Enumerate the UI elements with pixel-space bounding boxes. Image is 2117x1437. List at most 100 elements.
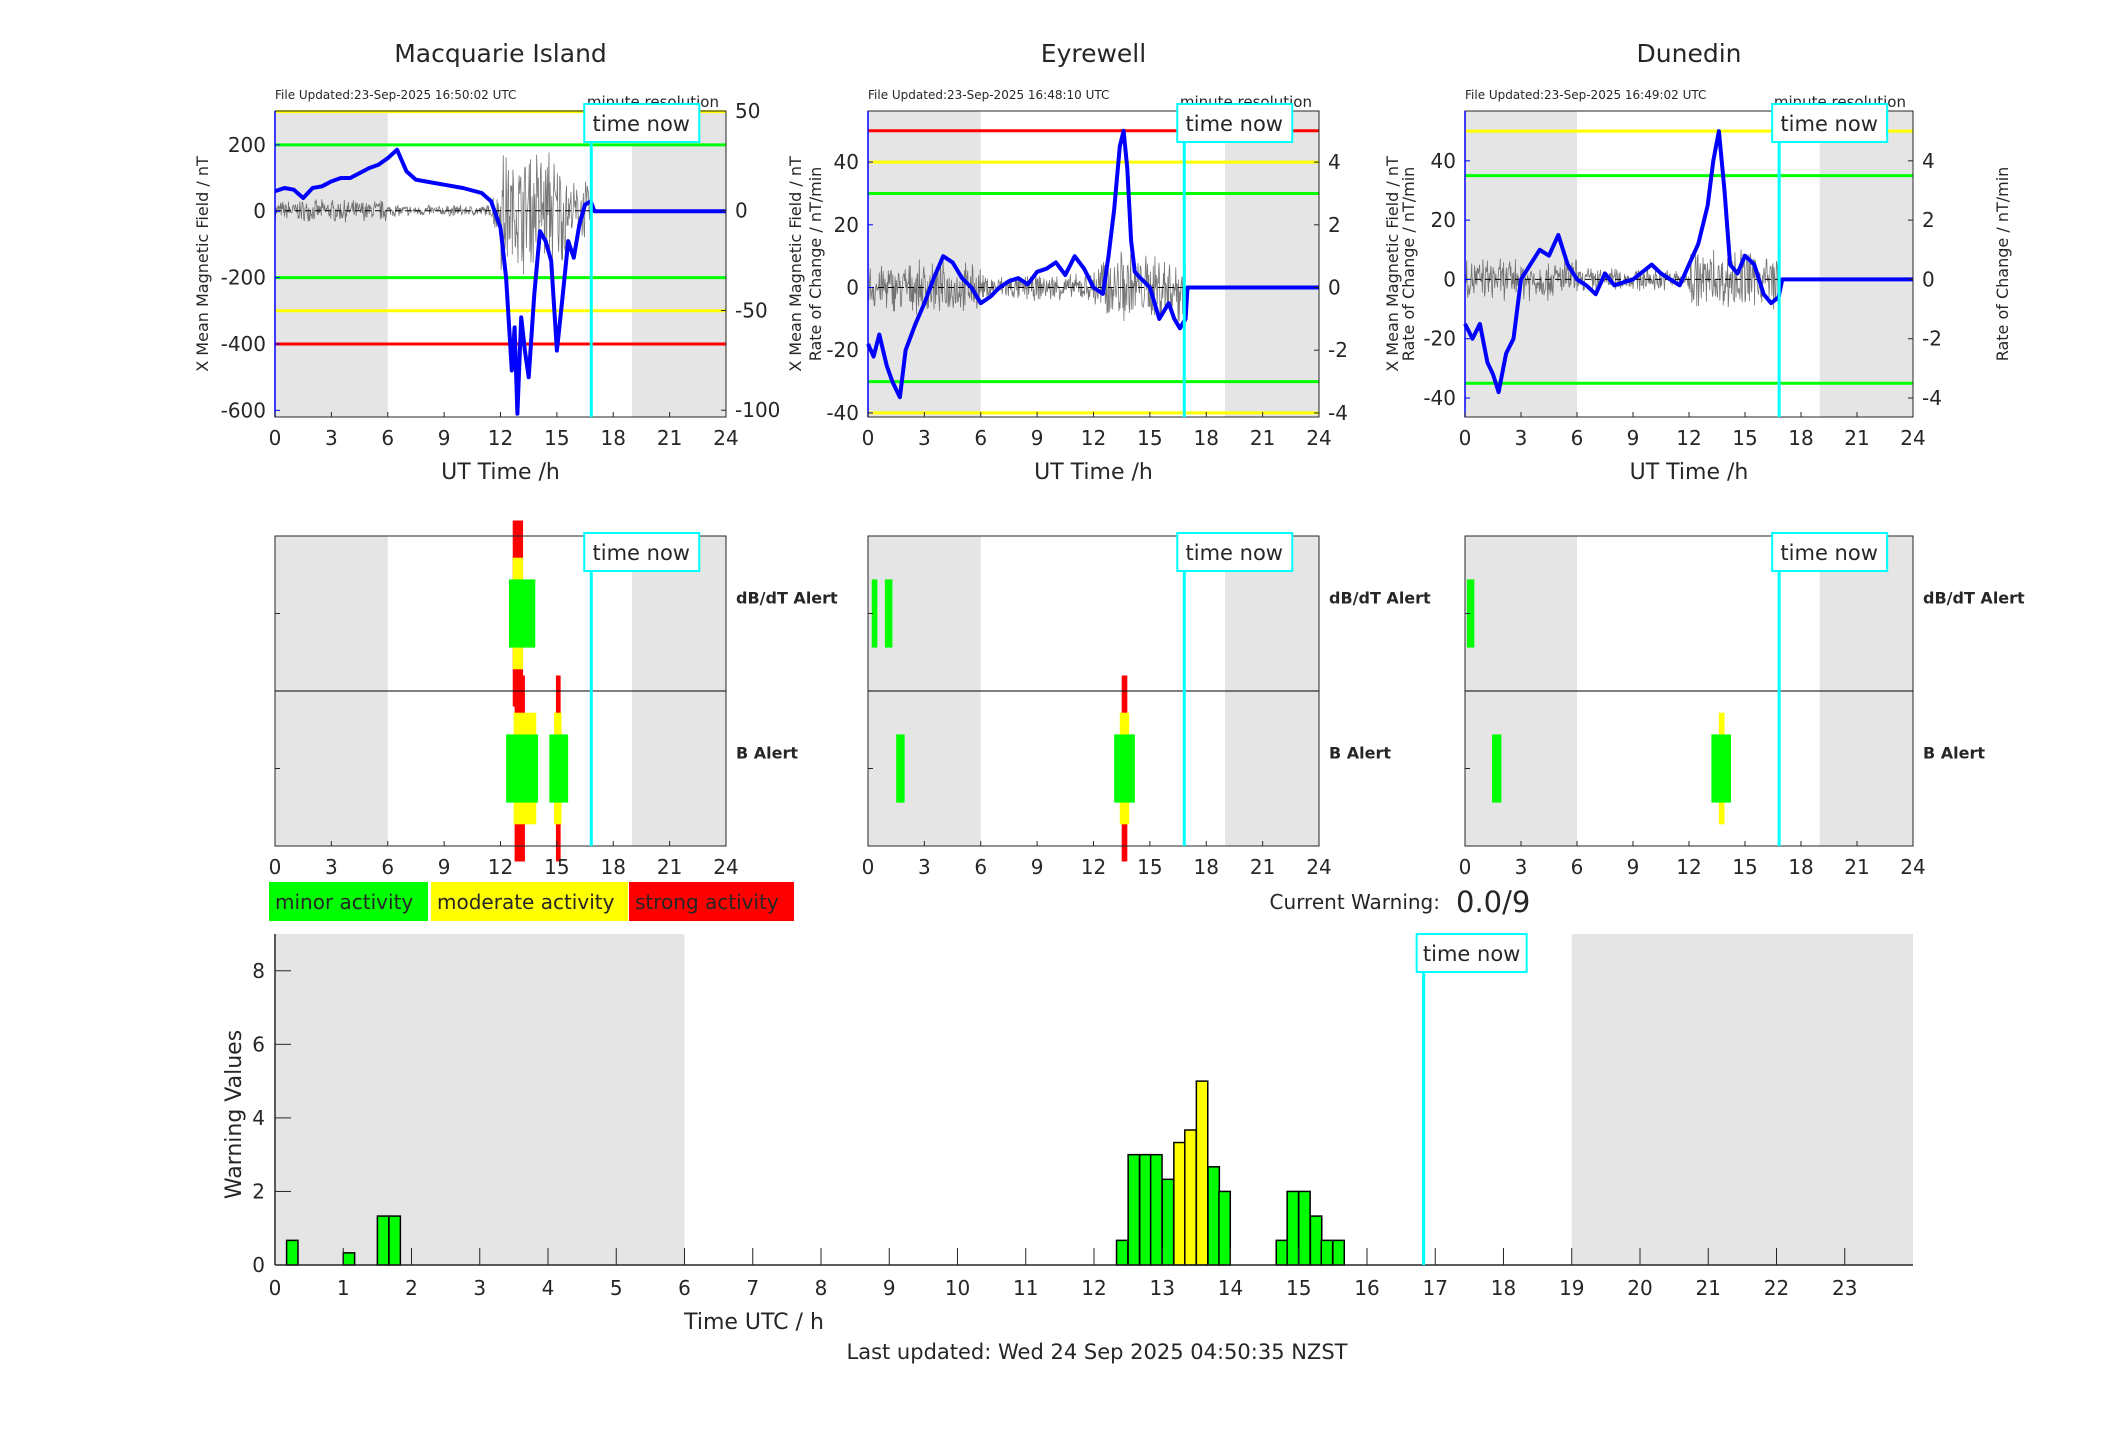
warning-bar [1320,1239,1334,1266]
warning-bar [1298,1190,1311,1266]
b-alert-minor-block [896,734,905,803]
x-tick-label: 9 [1031,855,1044,879]
time-now-box [1771,103,1889,143]
x-tick-label: 18 [1491,1276,1516,1300]
x-tick-label: 4 [542,1276,555,1300]
time-now-label: time now [1186,541,1283,565]
time-now-label: time now [1780,112,1877,136]
x-tick-label: 11 [1013,1276,1038,1300]
x-tick-label: 0 [1459,855,1472,879]
x-tick-label: 12 [1676,426,1701,450]
time-now-box [1176,532,1294,572]
y-tick-label: 20 [1431,208,1456,232]
current-warning-label: Current Warning: [1270,890,1440,914]
x-tick-label: 24 [713,426,738,450]
y2-tick-label: 0 [735,199,748,223]
legend-swatch-moderate-activity [431,882,628,921]
y2-tick-label: -4 [1922,386,1942,410]
x-tick-label: 12 [488,855,513,879]
dbdt-alert-minor-block [871,579,878,648]
dbdt-alert-label: dB/dT Alert [1923,589,2025,608]
x-tick-label: 21 [657,426,682,450]
time-now-label: time now [1423,942,1520,966]
last-updated-text: Last updated: Wed 24 Sep 2025 04:50:35 N… [847,1340,1348,1364]
dbdt-alert-minor-block [1466,579,1475,648]
night-shading [632,111,726,417]
y2-tick-label: -100 [735,398,780,422]
x-tick-label: 23 [1832,1276,1857,1300]
y2-tick-label: -50 [735,298,768,322]
b-alert-minor-block [1711,734,1731,803]
y2-axis-label: Rate of Change / nT/min [806,167,825,362]
x-tick-label: 6 [678,1276,691,1300]
x-tick-label: 21 [657,855,682,879]
time-now-box [583,532,701,572]
x-tick-label: 3 [1515,426,1528,450]
x-tick-label: 15 [544,855,569,879]
y-tick-label: 40 [834,150,859,174]
time-now-label: time now [1780,541,1877,565]
x-tick-label: 10 [945,1276,970,1300]
night-shading [275,111,388,417]
time-now-label: time now [593,112,690,136]
night-shading [1465,111,1577,417]
night-shading [1225,111,1319,417]
warning-bar [1149,1153,1163,1266]
x-tick-label: 0 [862,855,875,879]
x-tick-label: 12 [1081,855,1106,879]
y2-tick-label: 4 [1922,149,1935,173]
warning-bar [1127,1153,1141,1266]
y2-tick-label: 2 [1328,213,1341,237]
warning-bar [1275,1239,1289,1266]
x-tick-label: 24 [1306,426,1331,450]
warning-bar [1309,1215,1323,1266]
legend-label: strong activity [635,890,779,914]
x-tick-label: 9 [438,426,451,450]
x-tick-label: 6 [974,855,987,879]
warning-bar [1332,1239,1346,1266]
station-panel-dunedin: Dunedin File Updated:23-Sep-2025 16:49:02… [1383,39,2025,879]
station-title: Eyrewell [1041,39,1146,68]
x-tick-label: 12 [1081,1276,1106,1300]
x-tick-label: 19 [1559,1276,1584,1300]
x-tick-label: 6 [381,855,394,879]
warning-bar [1207,1166,1221,1266]
x-tick-label: 18 [1194,426,1219,450]
x-tick-label: 2 [405,1276,418,1300]
y-tick-label: 2 [252,1179,265,1203]
x-tick-label: 18 [1788,855,1813,879]
x-tick-label: 12 [1081,426,1106,450]
y2-axis-label: Rate of Change / nT/min [1993,167,2012,362]
warning-bar [285,1239,299,1266]
warning-bar [1115,1239,1129,1266]
x-tick-label: 14 [1218,1276,1243,1300]
x-tick-label: 24 [1900,855,1925,879]
x-tick-label: 18 [601,855,626,879]
warning-bar [388,1215,402,1266]
warning-bar [1138,1153,1152,1266]
x-tick-label: 9 [438,855,451,879]
b-alert-minor-block [1492,734,1502,803]
field-series [866,128,1319,400]
x-tick-label: 6 [974,426,987,450]
y2-axis-label: Rate of Change / nT/min [1399,167,1418,362]
station-title: Macquarie Island [394,39,607,68]
y-tick-label: 0 [253,199,266,223]
y-tick-label: 200 [228,133,266,157]
night-shading [1571,934,1913,1265]
activity-legend: minor activity moderate activity strong ac… [269,882,794,921]
x-tick-label: 15 [544,426,569,450]
y-tick-label: 6 [252,1032,265,1056]
dbdt-alert-minor-block [508,579,536,648]
time-now-label: time now [593,541,690,565]
x-tick-label: 20 [1627,1276,1652,1300]
x-tick-label: 0 [269,855,282,879]
y-tick-label: -600 [221,398,266,422]
file-updated-text: File Updated:23-Sep-2025 16:48:10 UTC [868,88,1109,102]
x-tick-label: 0 [269,426,282,450]
b-alert-label: B Alert [1923,744,1985,763]
y-tick-label: -200 [221,266,266,290]
b-alert-label: B Alert [1329,744,1391,763]
x-tick-label: 12 [488,426,513,450]
y-axis-label: Warning Values [222,1030,247,1199]
